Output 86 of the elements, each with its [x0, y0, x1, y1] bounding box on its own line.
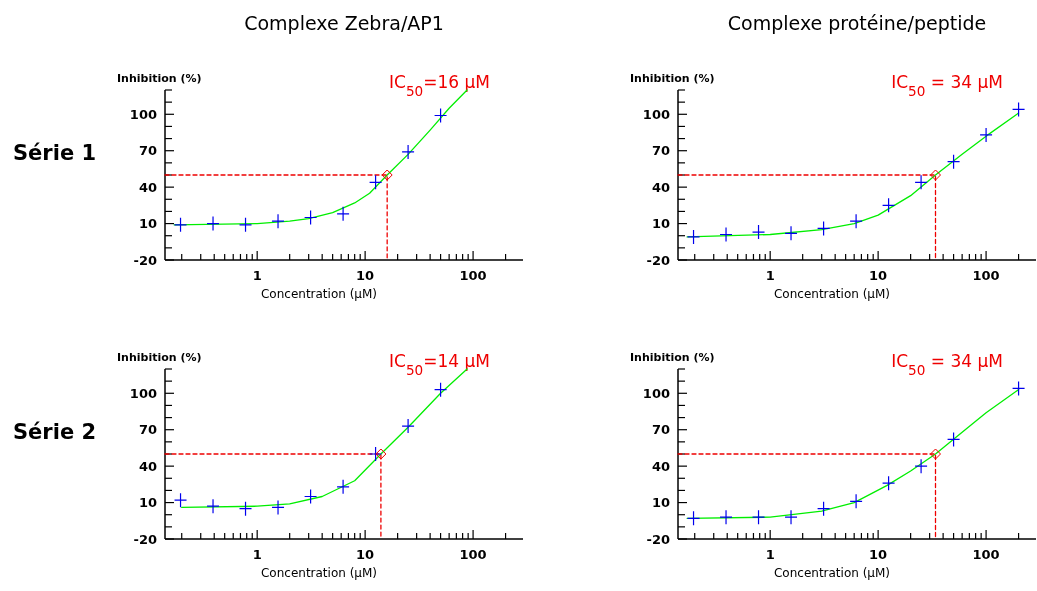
point	[238, 501, 253, 517]
point	[173, 492, 188, 508]
y-axis-title: Inhibition (%)	[117, 351, 202, 364]
point	[304, 209, 318, 226]
point	[271, 213, 285, 229]
y-tick-label: 10	[138, 216, 157, 232]
y-tick-label: 10	[138, 495, 157, 511]
point	[817, 220, 831, 237]
annotation: IC$_{50}$=16 µM	[389, 72, 490, 99]
y-tick-label: 40	[651, 458, 670, 474]
y-tick-label: 70	[651, 143, 670, 159]
point	[979, 127, 993, 143]
x-tick-label: 100	[459, 268, 487, 283]
point	[914, 174, 928, 190]
point	[719, 509, 733, 525]
point	[751, 224, 766, 240]
point	[206, 215, 220, 232]
x-axis-title: Concentration (µM)	[260, 287, 378, 301]
point	[401, 418, 415, 434]
text: Série 1	[13, 141, 97, 165]
point	[849, 493, 863, 509]
y-tick-label: 40	[138, 179, 157, 195]
y-tick-label: 40	[651, 179, 670, 195]
point	[686, 510, 701, 526]
point	[271, 499, 285, 516]
y-tick-label: 100	[129, 106, 157, 122]
y-tick-label: 100	[642, 106, 670, 122]
chart-title: Complexe protéine/peptide	[727, 12, 987, 34]
y-axis-title: Inhibition (%)	[117, 72, 202, 85]
x-tick-label: 100	[459, 547, 487, 562]
y-tick-label: 40	[138, 458, 157, 474]
y-tick-label: -20	[133, 252, 157, 268]
x-tick-label: 100	[972, 547, 1000, 562]
x-tick-label: 1	[252, 547, 262, 562]
chart-title: Complexe Zebra/AP1	[244, 12, 444, 34]
y-tick-label: -20	[646, 531, 670, 547]
point	[719, 226, 733, 243]
point	[784, 225, 798, 241]
annotation: IC$_{50}$=14 µM	[389, 351, 490, 378]
point	[336, 479, 350, 495]
y-tick-label: 100	[129, 385, 157, 401]
point	[368, 174, 383, 190]
point	[401, 144, 415, 160]
x-tick-label: 10	[869, 268, 888, 283]
x-axis-title: Concentration (µM)	[773, 287, 891, 301]
x-axis-title: Concentration (µM)	[773, 566, 891, 580]
y-tick-label: 70	[138, 143, 157, 159]
point	[881, 197, 896, 213]
point	[304, 488, 318, 505]
x-tick-label: 1	[765, 547, 775, 562]
y-tick-label: -20	[646, 252, 670, 268]
text: Série 2	[13, 420, 97, 444]
point	[433, 107, 448, 124]
point	[914, 458, 928, 474]
point	[336, 206, 350, 222]
point	[368, 446, 383, 462]
y-tick-label: 10	[651, 216, 670, 232]
x-axis-title: Concentration (µM)	[260, 566, 378, 580]
point	[238, 217, 253, 233]
y-tick-label: -20	[133, 531, 157, 547]
point	[784, 509, 798, 525]
point	[751, 509, 766, 525]
point	[881, 475, 896, 491]
point	[1011, 101, 1026, 118]
y-tick-label: 100	[642, 385, 670, 401]
x-tick-label: 100	[972, 268, 1000, 283]
point	[946, 431, 961, 448]
point	[849, 213, 863, 229]
y-axis-title: Inhibition (%)	[630, 351, 715, 364]
y-axis-title: Inhibition (%)	[630, 72, 715, 85]
point	[433, 382, 448, 398]
x-tick-label: 1	[252, 268, 262, 283]
point	[686, 229, 701, 245]
y-tick-label: 70	[138, 422, 157, 438]
annotation: IC$_{50}$ = 34 µM	[891, 351, 1003, 378]
point	[817, 501, 831, 517]
x-tick-label: 10	[356, 547, 375, 562]
x-tick-label: 1	[765, 268, 775, 283]
x-tick-label: 10	[869, 547, 888, 562]
x-tick-label: 10	[356, 268, 375, 283]
annotation: IC$_{50}$ = 34 µM	[891, 72, 1003, 99]
point	[946, 154, 961, 170]
y-tick-label: 10	[651, 495, 670, 511]
point	[173, 217, 188, 233]
point	[206, 498, 220, 514]
y-tick-label: 70	[651, 422, 670, 438]
